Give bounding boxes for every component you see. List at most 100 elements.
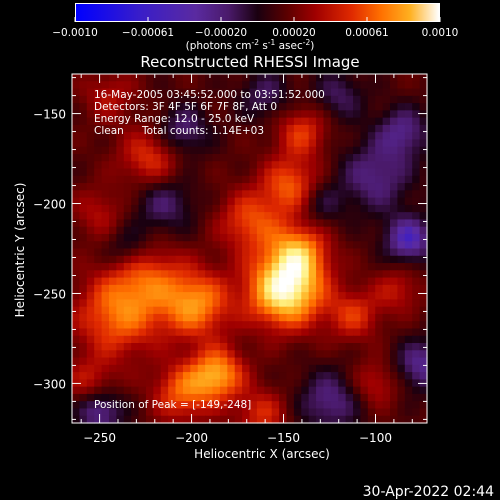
heatmap-cell xyxy=(108,226,117,235)
heatmap-cell xyxy=(367,248,376,257)
heatmap-cell xyxy=(101,233,110,242)
heatmap-cell xyxy=(153,212,162,221)
heatmap-cell xyxy=(108,313,117,322)
heatmap-cell xyxy=(382,124,391,133)
heatmap-cell xyxy=(116,313,125,322)
heatmap-cell xyxy=(153,277,162,286)
heatmap-cell xyxy=(345,219,354,228)
heatmap-cell xyxy=(101,401,110,410)
heatmap-cell xyxy=(286,328,295,337)
heatmap-cell xyxy=(131,139,140,148)
heatmap-cell xyxy=(308,263,317,271)
heatmap-cell xyxy=(108,197,117,206)
heatmap-cell xyxy=(175,110,184,119)
heatmap-cell xyxy=(330,335,339,344)
heatmap-cell xyxy=(219,190,228,199)
heatmap-cell xyxy=(286,372,295,380)
heatmap-cell xyxy=(375,306,384,315)
heatmap-cell xyxy=(72,408,80,417)
heatmap-cell xyxy=(249,415,258,424)
heatmap-cell xyxy=(316,81,325,90)
heatmap-cell xyxy=(301,241,310,250)
heatmap-cell xyxy=(190,95,199,104)
heatmap-cell xyxy=(330,204,339,213)
heatmap-cell xyxy=(108,292,117,300)
heatmap-cell xyxy=(131,263,140,271)
heatmap-cell xyxy=(382,335,391,344)
heatmap-cell xyxy=(293,328,302,337)
heatmap-cell xyxy=(360,88,369,97)
heatmap-cell xyxy=(345,321,354,330)
heatmap-cell xyxy=(101,321,110,330)
heatmap-cell xyxy=(131,226,140,235)
heatmap-cell xyxy=(205,335,214,344)
heatmap-cell xyxy=(397,212,406,221)
heatmap-cell xyxy=(197,190,206,199)
heatmap-cell xyxy=(271,88,280,97)
heatmap-cell xyxy=(308,306,317,315)
heatmap-cell xyxy=(205,132,214,141)
heatmap-cell xyxy=(116,183,125,191)
heatmap-cell xyxy=(138,270,147,279)
heatmap-cell xyxy=(116,255,125,264)
heatmap-cell xyxy=(138,321,147,330)
heatmap-cell xyxy=(308,226,317,235)
heatmap-cell xyxy=(353,321,362,330)
heatmap-cell xyxy=(419,357,428,366)
heatmap-cell xyxy=(264,393,273,402)
heatmap-cell xyxy=(256,124,265,133)
heatmap-cell xyxy=(293,110,302,119)
heatmap-cell xyxy=(160,95,169,104)
heatmap-cell xyxy=(138,284,147,293)
axis-ticks: −250 −200 −150 −100−150−200−250−300 xyxy=(33,74,427,445)
heatmap-cell xyxy=(316,408,325,417)
heatmap-cell xyxy=(190,74,199,82)
heatmap-cell xyxy=(286,343,295,351)
heatmap-cell xyxy=(301,190,310,199)
heatmap-cell xyxy=(397,408,406,417)
heatmap-cell xyxy=(72,226,80,235)
heatmap-cell xyxy=(271,306,280,315)
heatmap-cell xyxy=(249,212,258,221)
heatmap-cell xyxy=(227,292,236,300)
heatmap-cell xyxy=(212,277,221,286)
heatmap-cell xyxy=(212,233,221,242)
heatmap-cell xyxy=(249,226,258,235)
heatmap-cell xyxy=(197,219,206,228)
heatmap-cell xyxy=(323,364,332,373)
heatmap-cell xyxy=(131,270,140,279)
heatmap-cell xyxy=(131,401,140,410)
heatmap-cell xyxy=(175,175,184,184)
heatmap-cell xyxy=(316,204,325,213)
heatmap-cell xyxy=(316,292,325,300)
heatmap-cell xyxy=(279,393,288,402)
heatmap-cell xyxy=(293,183,302,191)
heatmap-cell xyxy=(316,139,325,148)
heatmap-cell xyxy=(397,313,406,322)
heatmap-cell xyxy=(345,204,354,213)
heatmap-cell xyxy=(264,263,273,271)
heatmap-cell xyxy=(86,161,95,170)
heatmap-cell xyxy=(397,393,406,402)
heatmap-cell xyxy=(308,335,317,344)
heatmap-cell xyxy=(131,255,140,264)
heatmap-cell xyxy=(353,335,362,344)
heatmap-cell xyxy=(338,241,347,250)
heatmap-cell xyxy=(301,117,310,126)
heatmap-cell xyxy=(279,241,288,250)
heatmap-cell xyxy=(382,117,391,126)
heatmap-cell xyxy=(123,117,132,126)
heatmap-cell xyxy=(175,161,184,170)
heatmap-cell xyxy=(293,117,302,126)
heatmap-cell xyxy=(316,379,325,388)
heatmap-cell xyxy=(219,306,228,315)
heatmap-cell xyxy=(375,343,384,351)
heatmap-cell xyxy=(330,255,339,264)
heatmap-cell xyxy=(286,110,295,119)
heatmap-cell xyxy=(345,132,354,141)
heatmap-cell xyxy=(234,357,243,366)
heatmap-cell xyxy=(205,415,214,424)
heatmap-cell xyxy=(190,393,199,402)
heatmap-cell xyxy=(279,175,288,184)
heatmap-cell xyxy=(271,183,280,191)
